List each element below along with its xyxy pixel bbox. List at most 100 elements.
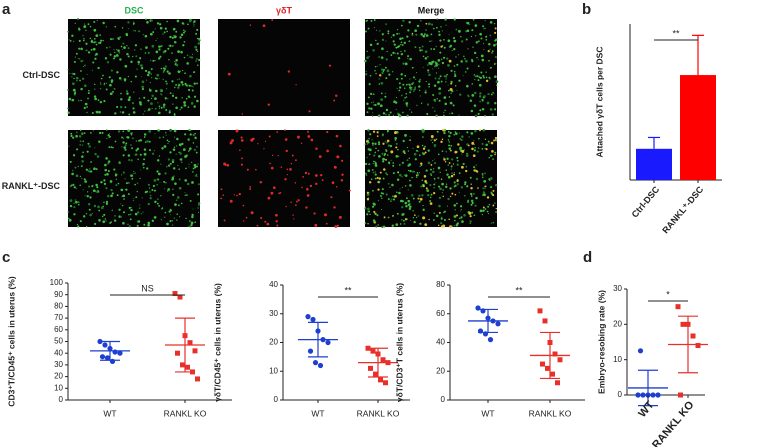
cell-dot xyxy=(479,100,481,103)
cell-dot xyxy=(494,55,497,59)
cell-dot xyxy=(420,102,423,104)
cell-dot xyxy=(122,42,125,45)
cell-dot xyxy=(372,101,374,103)
cell-dot xyxy=(194,132,196,135)
cell-dot xyxy=(369,133,372,136)
cell-dot xyxy=(413,220,416,224)
cell-dot xyxy=(85,225,88,228)
cell-dot xyxy=(168,210,171,213)
cell-dot xyxy=(173,129,177,133)
cell-dot xyxy=(392,71,394,73)
y-axis-label: γδT/CD45⁺ cells in uterus (%) xyxy=(212,283,222,402)
cell-dot xyxy=(402,219,405,222)
cell-dot xyxy=(128,225,131,228)
cell-dot xyxy=(162,33,164,35)
cell-dot xyxy=(120,79,122,81)
micrograph-dots xyxy=(364,128,498,228)
cell-dot xyxy=(175,106,178,110)
data-point xyxy=(680,321,686,327)
cell-dot xyxy=(374,151,377,154)
cell-dot xyxy=(389,111,392,114)
cell-dot xyxy=(396,87,398,90)
cell-dot xyxy=(475,164,477,166)
cell-dot xyxy=(187,106,190,108)
cell-dot xyxy=(69,199,73,203)
cell-dot xyxy=(419,49,422,52)
cell-dot xyxy=(72,40,75,43)
cell-dot xyxy=(365,140,369,143)
cell-dot xyxy=(169,162,172,165)
cell-dot xyxy=(71,82,75,86)
cell-dot xyxy=(139,204,141,206)
cell-dot xyxy=(443,158,446,161)
cell-dot xyxy=(271,19,274,21)
cell-dot xyxy=(461,165,464,169)
cell-dot xyxy=(191,213,194,217)
cell-dot xyxy=(424,33,426,36)
cell-dot xyxy=(364,207,367,210)
cell-dot xyxy=(242,204,245,207)
cell-dot xyxy=(477,79,480,82)
cell-dot xyxy=(171,80,174,83)
cell-dot xyxy=(469,222,471,224)
cell-dot xyxy=(235,129,239,133)
cell-dot xyxy=(494,27,497,30)
cell-dot xyxy=(81,155,84,158)
cell-dot xyxy=(285,205,287,208)
cell-dot xyxy=(453,181,456,184)
cell-dot xyxy=(72,183,75,186)
cell-dot xyxy=(110,38,113,41)
data-point xyxy=(325,339,331,346)
cell-dot xyxy=(407,150,410,152)
cell-dot xyxy=(156,198,159,200)
cell-dot xyxy=(492,194,495,197)
cell-dot xyxy=(381,225,384,228)
cell-dot xyxy=(404,152,406,154)
data-point xyxy=(180,362,185,368)
cell-dot xyxy=(405,83,408,86)
cell-dot xyxy=(433,183,436,186)
cell-dot xyxy=(72,136,75,139)
cell-dot xyxy=(431,142,434,144)
cell-dot xyxy=(456,214,459,217)
cell-dot xyxy=(84,180,88,183)
cell-dot xyxy=(466,185,469,188)
cell-dot xyxy=(487,50,490,53)
cell-dot xyxy=(275,213,278,217)
cell-dot xyxy=(280,166,283,168)
cell-dot xyxy=(375,225,378,228)
cell-dot xyxy=(456,183,459,186)
micrograph-dots xyxy=(364,18,499,118)
cell-dot xyxy=(429,184,432,187)
cell-dot xyxy=(373,27,375,29)
cell-dot xyxy=(74,56,76,58)
cell-dot xyxy=(145,190,148,193)
cell-dot xyxy=(109,92,113,96)
cell-dot xyxy=(405,96,408,98)
cell-dot xyxy=(173,112,176,115)
cell-dot xyxy=(284,129,286,132)
cell-dot xyxy=(398,89,401,92)
cell-dot xyxy=(434,162,437,165)
cell-dot xyxy=(138,30,141,33)
data-point xyxy=(487,337,494,343)
cell-dot xyxy=(377,181,380,183)
cell-dot xyxy=(400,41,403,44)
cell-dot xyxy=(111,209,113,211)
cell-dot xyxy=(463,194,466,197)
cell-dot xyxy=(128,214,130,216)
cell-dot xyxy=(454,150,458,154)
cell-dot xyxy=(400,73,403,76)
cell-dot xyxy=(181,161,183,163)
cell-dot xyxy=(146,167,149,170)
cell-dot xyxy=(188,128,191,132)
cell-dot xyxy=(492,189,495,192)
cell-dot xyxy=(428,61,432,65)
cell-dot xyxy=(141,85,144,89)
cell-dot xyxy=(396,212,399,215)
cell-dot xyxy=(443,96,447,99)
cell-dot xyxy=(167,142,169,145)
cell-dot xyxy=(240,136,243,139)
cell-dot xyxy=(67,107,69,110)
cell-dot xyxy=(91,69,94,71)
